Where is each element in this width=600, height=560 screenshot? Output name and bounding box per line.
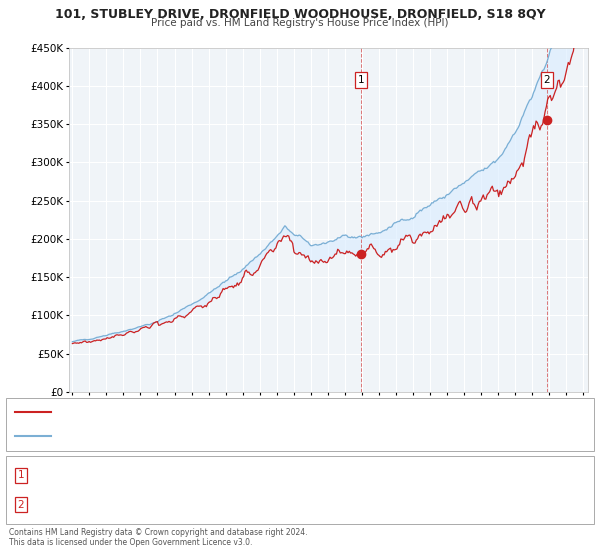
Text: 1: 1 (358, 75, 364, 85)
Text: 2: 2 (544, 75, 550, 85)
Text: This data is licensed under the Open Government Licence v3.0.: This data is licensed under the Open Gov… (9, 538, 253, 547)
Text: 1: 1 (17, 470, 25, 480)
Text: 12-DEC-2011: 12-DEC-2011 (51, 470, 120, 480)
Text: £180,000: £180,000 (198, 470, 247, 480)
Text: Price paid vs. HM Land Registry's House Price Index (HPI): Price paid vs. HM Land Registry's House … (151, 18, 449, 28)
Text: HPI: Average price, detached house, North East Derbyshire: HPI: Average price, detached house, Nort… (54, 431, 312, 440)
Text: £356,000: £356,000 (198, 500, 247, 510)
Text: 14% ↑ HPI: 14% ↑ HPI (342, 500, 397, 510)
Text: 17-NOV-2022: 17-NOV-2022 (51, 500, 121, 510)
Text: 2: 2 (17, 500, 25, 510)
Text: Contains HM Land Registry data © Crown copyright and database right 2024.: Contains HM Land Registry data © Crown c… (9, 528, 308, 536)
Text: 8% ↓ HPI: 8% ↓ HPI (342, 470, 391, 480)
Text: 101, STUBLEY DRIVE, DRONFIELD WOODHOUSE, DRONFIELD, S18 8QY: 101, STUBLEY DRIVE, DRONFIELD WOODHOUSE,… (55, 8, 545, 21)
Text: 101, STUBLEY DRIVE, DRONFIELD WOODHOUSE, DRONFIELD, S18 8QY (detached house): 101, STUBLEY DRIVE, DRONFIELD WOODHOUSE,… (54, 408, 443, 417)
